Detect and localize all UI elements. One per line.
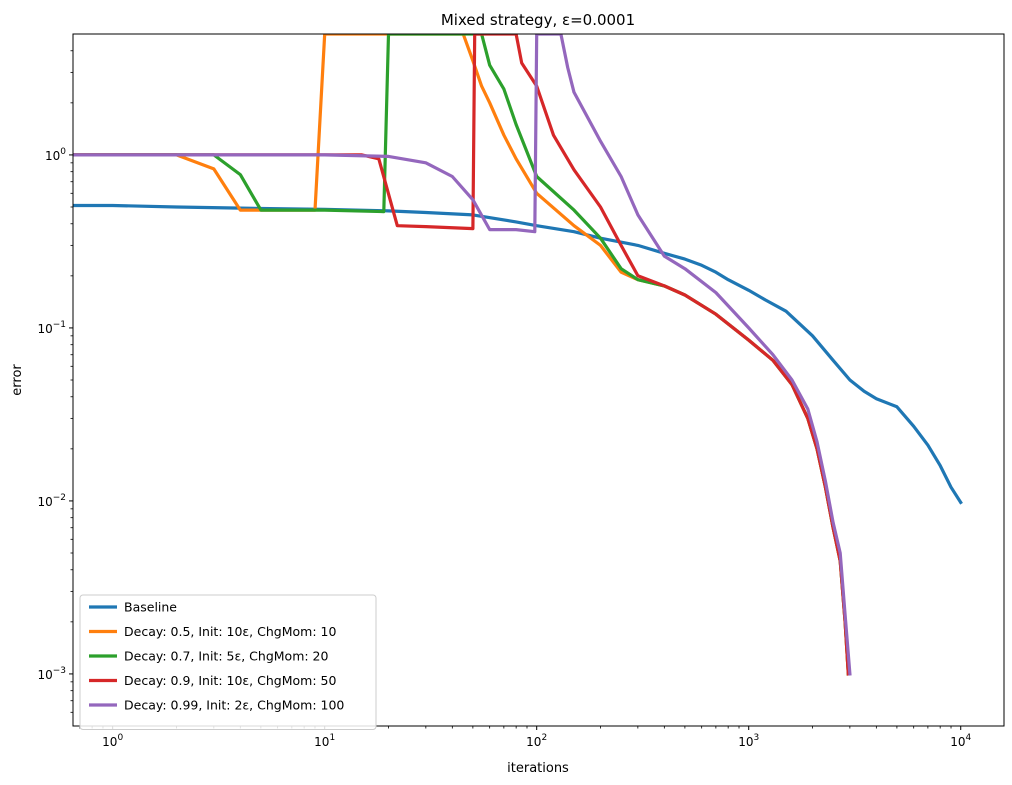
x-tick-label-5: 104 <box>950 733 971 749</box>
x-tick-base: 10 <box>314 735 329 749</box>
series-line-2 <box>73 34 850 676</box>
x-tick-base: 10 <box>102 735 117 749</box>
chart-title: Mixed strategy, ε=0.0001 <box>441 11 635 29</box>
y-axis-label: error <box>10 364 25 396</box>
x-tick-label-3: 102 <box>526 733 547 749</box>
y-tick-base: 10 <box>37 495 52 509</box>
y-tick-exponent: −1 <box>53 320 66 330</box>
y-tick-label-2: 10−2 <box>37 493 66 509</box>
legend-label-2: Decay: 0.5, Init: 10ε, ChgMom: 10 <box>124 624 336 639</box>
y-tick-base: 10 <box>37 322 52 336</box>
x-tick-exponent: 0 <box>117 733 123 743</box>
x-tick-base: 10 <box>738 735 753 749</box>
x-tick-label-1: 100 <box>102 733 123 749</box>
legend-label-5: Decay: 0.99, Init: 2ε, ChgMom: 100 <box>124 698 344 713</box>
x-tick-exponent: 2 <box>541 733 547 743</box>
legend-label-1: Baseline <box>124 600 177 615</box>
x-tick-exponent: 3 <box>753 733 759 743</box>
series-line-4 <box>73 34 850 676</box>
series-line-5 <box>73 34 852 676</box>
series-line-3 <box>73 34 850 676</box>
legend-box <box>79 594 377 730</box>
x-axis-label: iterations <box>507 761 569 776</box>
x-tick-base: 10 <box>950 735 965 749</box>
x-tick-exponent: 4 <box>965 733 971 743</box>
legend-label-3: Decay: 0.7, Init: 5ε, ChgMom: 20 <box>124 649 329 664</box>
y-tick-label-3: 10−1 <box>37 320 66 336</box>
series-line-1 <box>73 203 963 505</box>
y-tick-label-4: 100 <box>45 147 66 163</box>
y-tick-label-1: 10−3 <box>37 666 66 682</box>
y-tick-base: 10 <box>37 668 52 682</box>
y-tick-exponent: −2 <box>53 493 66 503</box>
x-tick-base: 10 <box>526 735 541 749</box>
y-tick-base: 10 <box>45 149 60 163</box>
x-tick-label-4: 103 <box>738 733 759 749</box>
y-tick-exponent: −3 <box>53 666 66 676</box>
legend-label-4: Decay: 0.9, Init: 10ε, ChgMom: 50 <box>124 673 336 688</box>
x-tick-label-2: 101 <box>314 733 335 749</box>
legend: Baseline Decay: 0.5, Init: 10ε, ChgMom: 1… <box>79 594 377 730</box>
series-layer <box>73 34 963 676</box>
x-axis-ticks: 100 101 102 103 104 <box>79 726 971 749</box>
y-tick-exponent: 0 <box>60 147 66 157</box>
x-tick-exponent: 1 <box>329 733 335 743</box>
